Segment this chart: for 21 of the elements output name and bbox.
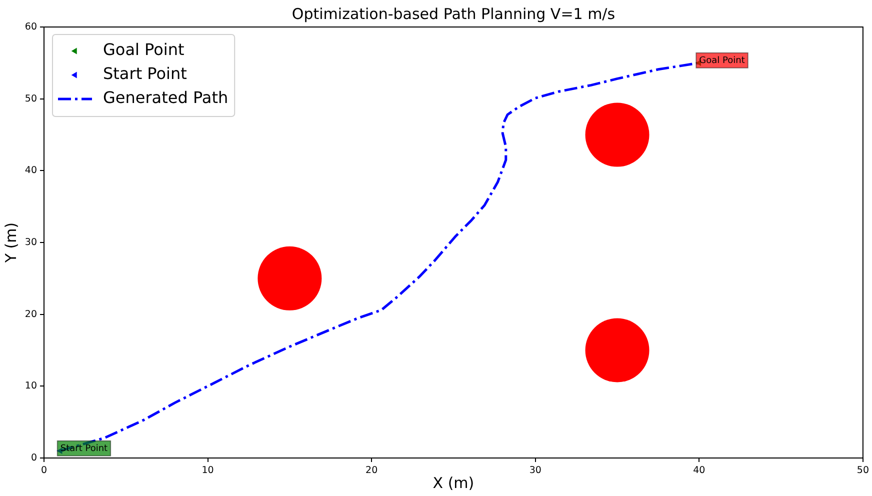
y-tick-label: 30	[24, 236, 37, 248]
y-tick-label: 50	[24, 93, 37, 104]
x-tick-label: 20	[366, 465, 378, 476]
x-tick-label: 40	[693, 465, 706, 476]
y-tick-label: 20	[24, 308, 37, 320]
y-tick-label: 0	[30, 452, 37, 464]
x-tick-label: 10	[202, 465, 214, 476]
x-axis-title: X (m)	[432, 474, 474, 492]
legend-label: Goal Point	[103, 40, 184, 60]
chart-title: Optimization-based Path Planning V=1 m/s	[292, 4, 616, 23]
x-tick-label: 50	[856, 465, 870, 476]
x-tick-label: 0	[40, 465, 48, 476]
legend-label: Start Point	[103, 64, 187, 84]
y-tick-label: 10	[24, 380, 37, 392]
legend-label: Generated Path	[103, 88, 228, 108]
annotation: Goal Point	[699, 56, 746, 66]
y-axis-title: Y (m)	[2, 222, 20, 264]
y-tick-label: 60	[24, 21, 37, 32]
x-tick-label: 30	[529, 465, 542, 476]
y-tick-label: 40	[24, 165, 37, 176]
annotation: Start Point	[60, 444, 108, 454]
